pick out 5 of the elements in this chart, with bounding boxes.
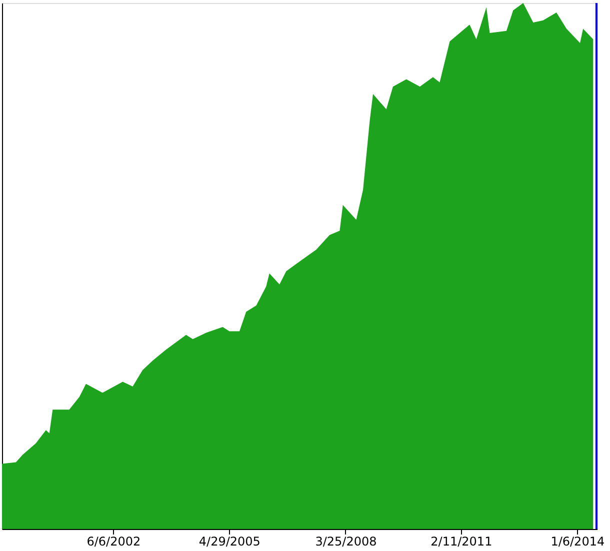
- x-tick-label: 6/6/2002: [86, 534, 141, 548]
- x-tick-label: 3/25/2008: [315, 534, 377, 548]
- x-tick-label: 4/29/2005: [198, 534, 260, 548]
- x-tick-label: 2/11/2011: [430, 534, 492, 548]
- x-tick-label: 1/6/2014: [550, 534, 605, 548]
